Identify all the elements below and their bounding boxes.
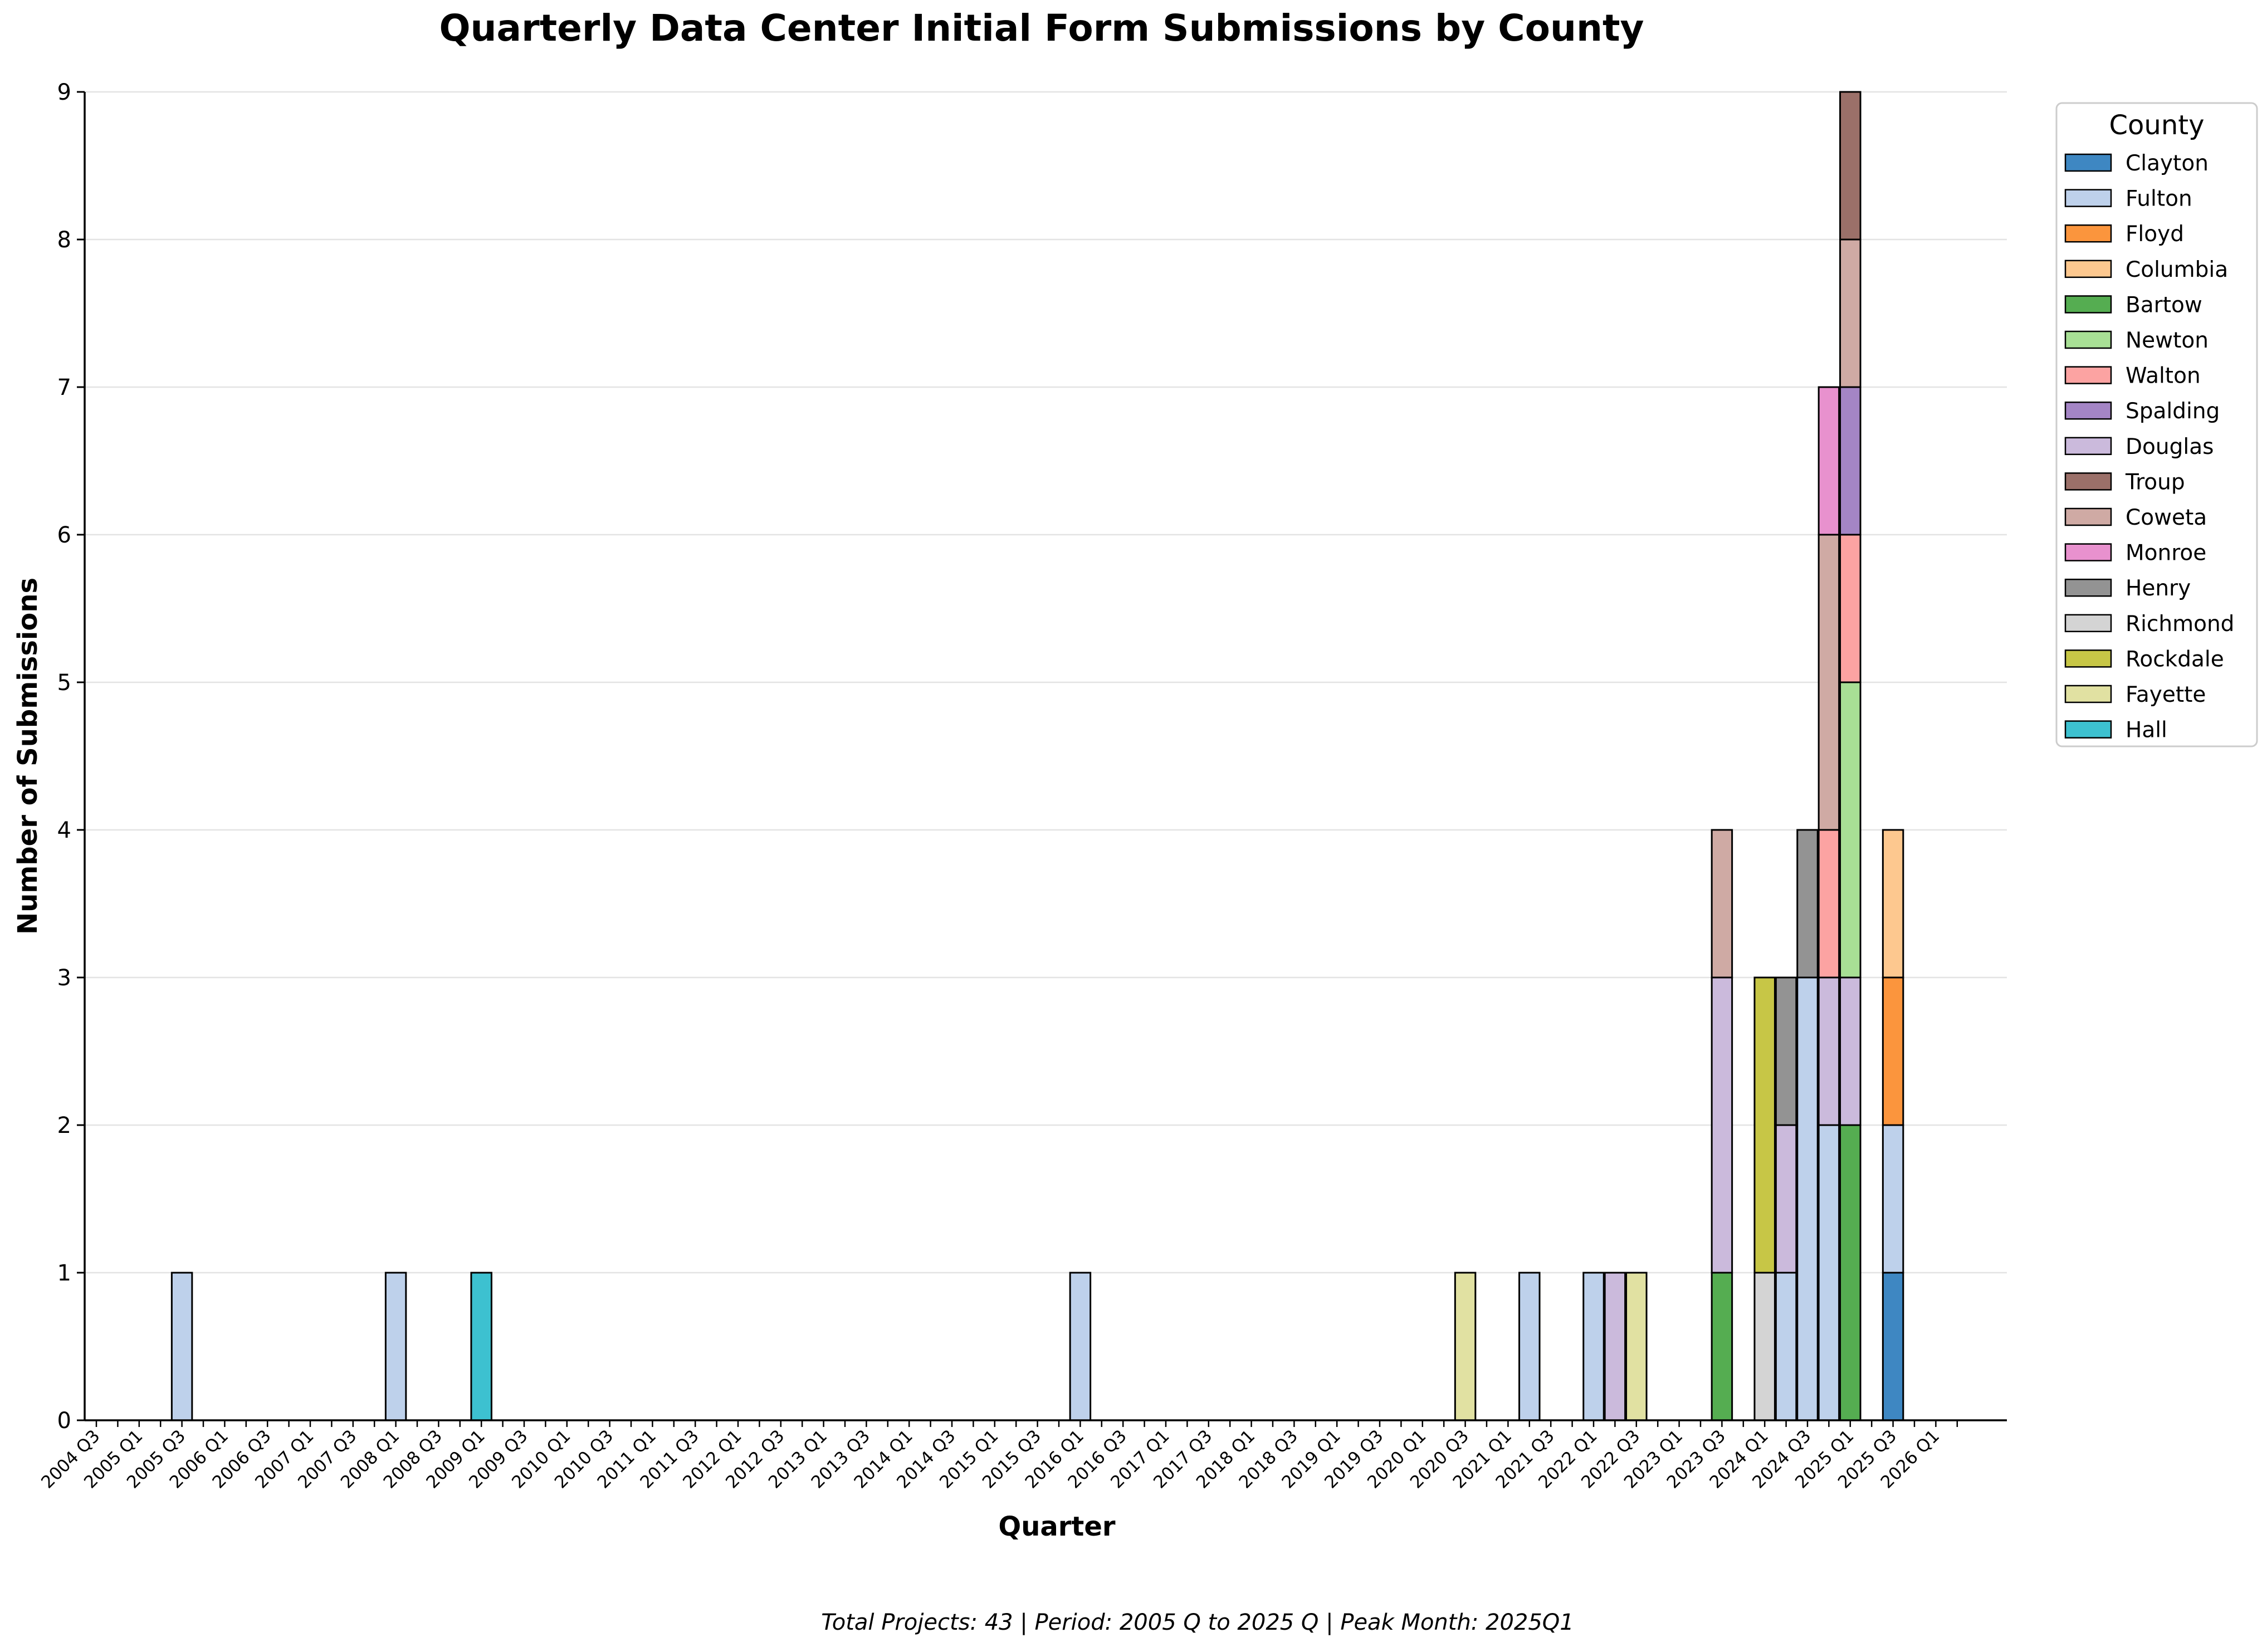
- bar-segment-floyd: [1882, 976, 1904, 1126]
- bar-segment-clayton: [1882, 1272, 1904, 1421]
- legend-swatch-columbia: [2064, 260, 2112, 278]
- bar-segment-walton: [1839, 534, 1862, 683]
- bar-segment-douglas: [1604, 1272, 1626, 1421]
- legend-label-troup: Troup: [2125, 470, 2185, 495]
- bar-segment-monroe: [1818, 386, 1840, 536]
- bar-segment-fulton: [1069, 1272, 1092, 1421]
- legend-swatch-troup: [2064, 472, 2112, 491]
- legend-swatch-richmond: [2064, 614, 2112, 633]
- legend-swatch-douglas: [2064, 437, 2112, 456]
- y-tick-label: 7: [57, 375, 71, 400]
- legend-label-richmond: Richmond: [2126, 612, 2234, 637]
- bar-segment-fulton: [1796, 976, 1819, 1421]
- legend-label-floyd: Floyd: [2126, 222, 2184, 247]
- legend-swatch-walton: [2064, 366, 2112, 384]
- bar-segment-hall: [470, 1272, 492, 1421]
- bar-segment-walton: [1818, 829, 1840, 979]
- legend-label-bartow: Bartow: [2126, 292, 2202, 317]
- legend-swatch-monroe: [2064, 543, 2112, 561]
- bar-segment-coweta: [1711, 829, 1733, 979]
- legend-title: County: [2109, 110, 2205, 141]
- legend-label-walton: Walton: [2126, 364, 2201, 389]
- y-tick-label: 6: [57, 522, 71, 548]
- legend-label-clayton: Clayton: [2126, 151, 2209, 176]
- bar-segment-troup: [1839, 91, 1862, 241]
- bar-segment-henry: [1796, 829, 1819, 979]
- y-tick-label: 8: [57, 227, 71, 253]
- bar-segment-coweta: [1839, 238, 1862, 388]
- legend-label-rockdale: Rockdale: [2126, 647, 2224, 672]
- legend-swatch-newton: [2064, 330, 2112, 349]
- y-tick-label: 5: [57, 670, 71, 696]
- bar-segment-fulton: [1818, 1124, 1840, 1421]
- legend-label-coweta: Coweta: [2126, 505, 2207, 530]
- bar-segment-spalding: [1839, 386, 1862, 536]
- footer-note: Total Projects: 43 | Period: 2005 Q to 2…: [821, 1610, 1574, 1635]
- legend-swatch-bartow: [2064, 295, 2112, 314]
- legend-label-columbia: Columbia: [2126, 257, 2228, 282]
- legend-swatch-floyd: [2064, 224, 2112, 243]
- bar-segment-fayette: [1625, 1272, 1648, 1421]
- bar-segment-bartow: [1711, 1272, 1733, 1421]
- bar-segment-richmond: [1753, 1272, 1776, 1421]
- y-tick-label: 2: [57, 1113, 71, 1138]
- bar-segment-douglas: [1711, 976, 1733, 1274]
- y-tick-label: 9: [57, 80, 71, 105]
- legend-swatch-coweta: [2064, 507, 2112, 526]
- legend-label-spalding: Spalding: [2126, 399, 2220, 424]
- legend-label-douglas: Douglas: [2126, 434, 2214, 460]
- bar-segment-fulton: [1518, 1272, 1541, 1421]
- bar-segment-rockdale: [1753, 976, 1776, 1274]
- chart-title: Quarterly Data Center Initial Form Submi…: [439, 7, 1644, 50]
- bar-segment-coweta: [1818, 534, 1840, 831]
- legend-swatch-fulton: [2064, 189, 2112, 207]
- legend-swatch-clayton: [2064, 153, 2112, 172]
- y-tick-label: 0: [57, 1408, 71, 1434]
- legend-swatch-rockdale: [2064, 649, 2112, 668]
- bar-segment-henry: [1775, 976, 1797, 1126]
- bar-segment-douglas: [1775, 1124, 1797, 1274]
- bar-segment-newton: [1839, 681, 1862, 979]
- legend-label-newton: Newton: [2126, 328, 2209, 353]
- legend-swatch-henry: [2064, 578, 2112, 597]
- bar-segment-fayette: [1454, 1272, 1477, 1421]
- bars: [129, 91, 1904, 1421]
- y-axis-label: Number of Submissions: [12, 578, 43, 935]
- y-tick-label: 3: [57, 965, 71, 991]
- legend-label-monroe: Monroe: [2126, 541, 2206, 566]
- bar-segment-fulton: [1882, 1124, 1904, 1274]
- bar-segment-columbia: [1882, 829, 1904, 979]
- bar-segment-fulton: [384, 1272, 407, 1421]
- y-tick-label: 4: [57, 818, 71, 843]
- legend: County Clayton Fulton Floyd Columbia Bartow Ne…: [2055, 102, 2258, 747]
- legend-label-henry: Henry: [2126, 576, 2191, 601]
- bar-segment-fulton: [1582, 1272, 1605, 1421]
- bar-segment-bartow: [1839, 1124, 1862, 1421]
- bar-segment-douglas: [1818, 976, 1840, 1126]
- legend-swatch-hall: [2064, 720, 2112, 739]
- bar-segment-fulton: [1775, 1272, 1797, 1421]
- bar-segment-douglas: [1839, 976, 1862, 1126]
- legend-label-fulton: Fulton: [2126, 187, 2192, 212]
- bar-segment-fulton: [170, 1272, 193, 1421]
- legend-swatch-spalding: [2064, 401, 2112, 420]
- legend-label-fayette: Fayette: [2126, 682, 2206, 707]
- x-axis-label: Quarter: [998, 1511, 1116, 1542]
- legend-label-hall: Hall: [2126, 718, 2167, 743]
- y-tick-label: 1: [57, 1260, 71, 1286]
- legend-swatch-fayette: [2064, 685, 2112, 703]
